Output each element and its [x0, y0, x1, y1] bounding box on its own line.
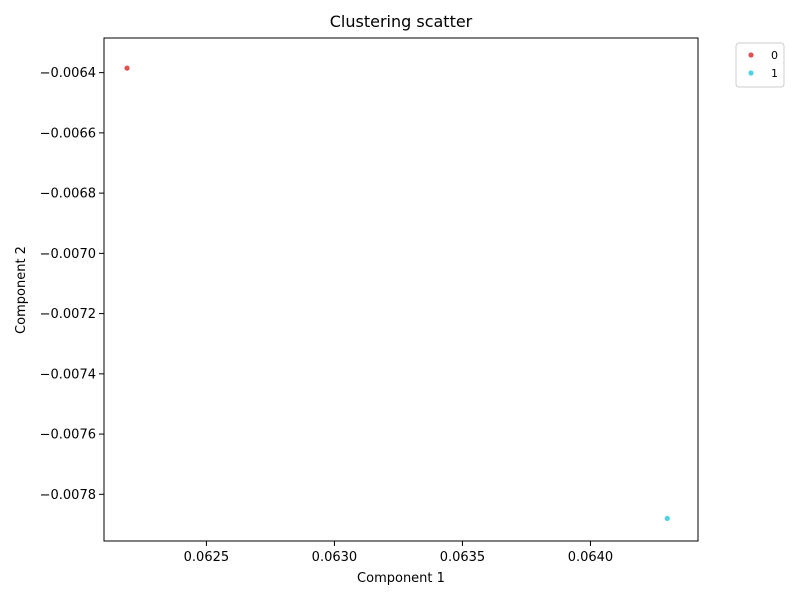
- scatter-point-series-1: [664, 515, 670, 522]
- chart-title: Clustering scatter: [330, 12, 473, 31]
- x-axis-ticks: 0.0625 0.0630 0.0635 0.0640: [184, 541, 614, 565]
- x-tick-label: 0.0640: [568, 550, 614, 565]
- y-tick-label: −0.0076: [40, 428, 96, 443]
- y-tick-label: −0.0066: [40, 126, 96, 141]
- plot-frame: [103, 37, 699, 542]
- y-axis-label: Component 2: [14, 246, 29, 334]
- legend-marker-series-0: [748, 52, 754, 58]
- y-tick-label: −0.0074: [40, 367, 96, 382]
- x-tick-label: 0.0625: [184, 550, 230, 565]
- y-axis-ticks: −0.0064 −0.0066 −0.0068 −0.0070 −0.0072 −0.00…: [40, 66, 104, 503]
- y-tick-label: −0.0070: [40, 247, 96, 262]
- legend-label-series-1: 1: [771, 67, 778, 80]
- x-axis-label: Component 1: [357, 571, 445, 586]
- legend-marker-series-1: [748, 70, 754, 76]
- y-tick-label: −0.0064: [40, 66, 96, 81]
- y-tick-label: −0.0072: [40, 307, 96, 322]
- y-tick-label: −0.0068: [40, 187, 96, 202]
- legend: 01: [735, 42, 785, 88]
- scatter-point-series-0: [124, 65, 130, 71]
- legend-box: [735, 42, 785, 88]
- data-points: [124, 65, 670, 522]
- legend-label-series-0: 0: [771, 49, 778, 62]
- x-tick-label: 0.0635: [440, 550, 486, 565]
- y-tick-label: −0.0078: [40, 488, 96, 503]
- x-tick-label: 0.0630: [312, 550, 358, 565]
